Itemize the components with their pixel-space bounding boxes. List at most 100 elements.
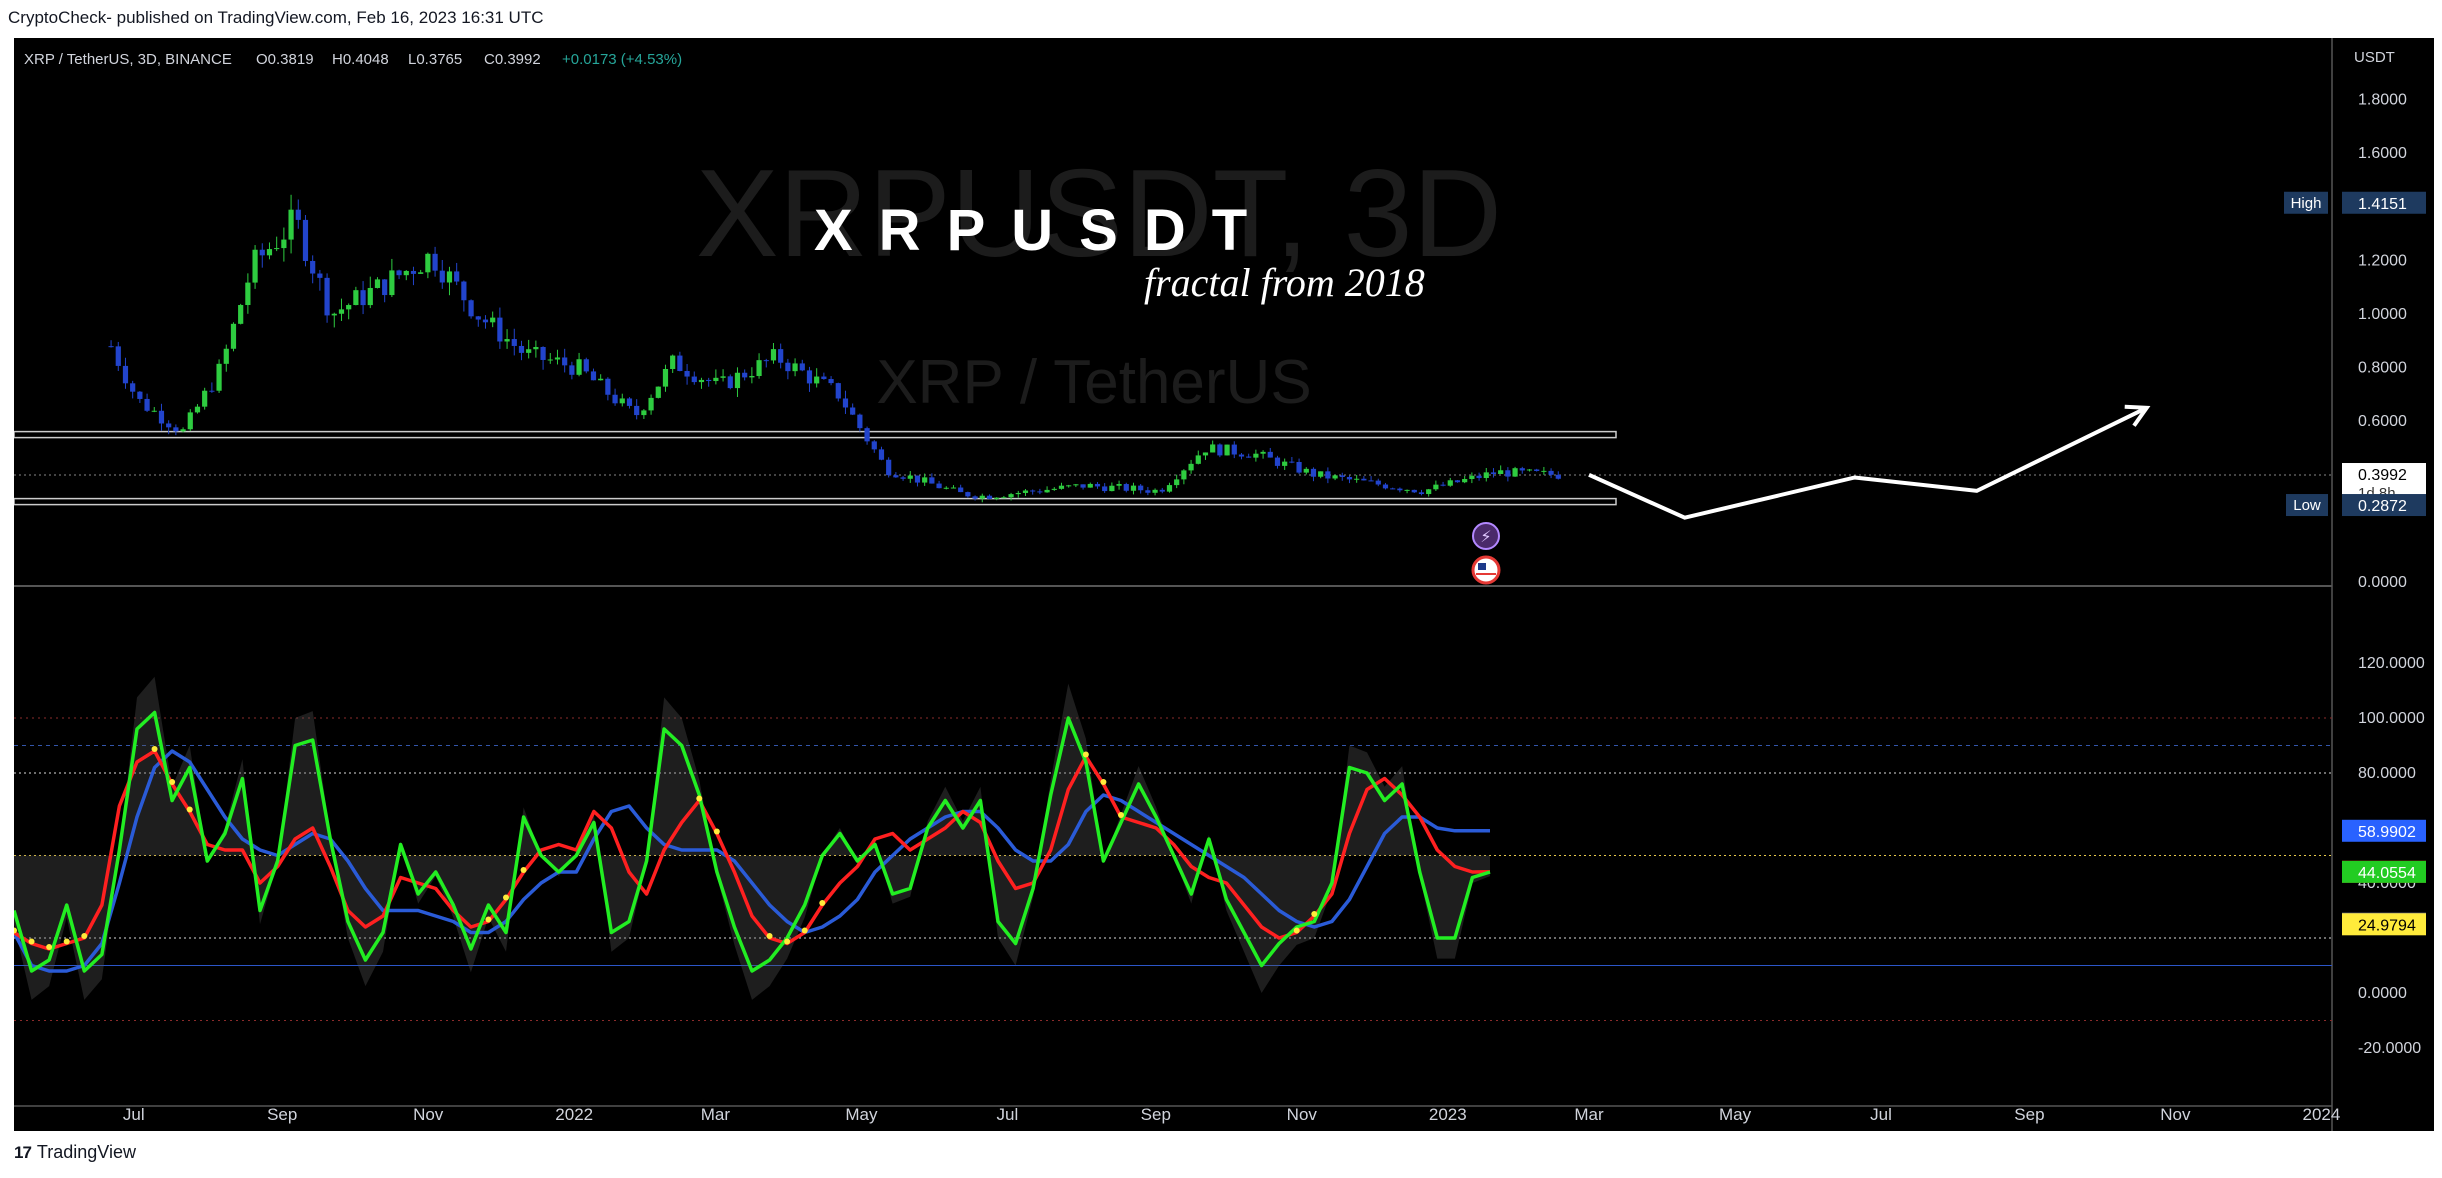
candle-body <box>886 459 892 476</box>
high-value-label: 1.4151 <box>2358 196 2407 213</box>
candle-body <box>598 378 604 381</box>
candle-body <box>720 376 726 378</box>
candle-body <box>1066 485 1072 487</box>
candle-body <box>1102 486 1108 492</box>
osc-value-label: 44.0554 <box>2358 865 2416 882</box>
osc-signal-dot <box>14 927 17 934</box>
candle-body <box>158 410 165 424</box>
candle-body <box>281 239 287 249</box>
candle-body <box>1260 451 1266 454</box>
time-tick-label: Sep <box>267 1105 297 1124</box>
candle-body <box>245 282 251 306</box>
candle-body <box>151 410 157 412</box>
candle-body <box>173 427 179 432</box>
candle-body <box>698 379 705 383</box>
candle-body <box>180 429 186 432</box>
osc-signal-dot <box>766 933 773 939</box>
candle-body <box>482 319 489 323</box>
candle-body <box>713 377 719 382</box>
osc-signal-dot <box>520 867 527 873</box>
candle-body <box>540 347 546 360</box>
price-and-oscillator-chart[interactable]: XRPUSDT, 3D XRP / TetherUS XRPUSDT fract… <box>14 38 2434 1131</box>
osc-series-red[interactable] <box>14 749 1491 951</box>
low-price-label: L0.3765 <box>408 51 462 68</box>
time-tick-label: 2023 <box>1429 1105 1467 1124</box>
time-tick-label: Sep <box>1141 1105 1171 1124</box>
candle-body <box>1339 475 1345 477</box>
brand-label[interactable]: TradingView <box>36 1142 136 1162</box>
lightning-event-icon[interactable] <box>1472 522 1500 550</box>
annotation-title: XRPUSDT <box>814 198 1273 263</box>
candle-body <box>403 270 409 276</box>
tradingview-logo-icon: 17 <box>14 1142 32 1162</box>
candle-body <box>1210 444 1216 453</box>
candle-body <box>958 487 964 493</box>
lightning-glyph-icon: ⚡ <box>1480 527 1491 546</box>
candle-body <box>1346 476 1353 480</box>
candle-body <box>1325 471 1331 479</box>
candle-body <box>770 349 777 361</box>
candle-body <box>338 309 345 314</box>
chart-frame[interactable]: XRPUSDT, 3D XRP / TetherUS XRPUSDT fract… <box>14 38 2434 1131</box>
candle-body <box>670 355 676 369</box>
osc-series-green[interactable] <box>14 710 1491 973</box>
candle-body <box>1498 470 1504 474</box>
candle-body <box>972 496 978 499</box>
candle-body <box>230 323 237 349</box>
candle-body <box>137 391 143 399</box>
candle-body <box>1512 468 1518 477</box>
candle-body <box>274 248 280 250</box>
candle-body <box>979 495 985 499</box>
low-value-badge <box>2342 494 2426 517</box>
time-tick-label: May <box>1719 1105 1752 1124</box>
flag-stripe-icon <box>1476 573 1496 575</box>
time-tick-label: 2024 <box>2302 1105 2340 1124</box>
price-axis-unit: USDT <box>2354 49 2395 66</box>
candle-body <box>821 376 827 380</box>
osc-signal-dot <box>46 944 53 950</box>
candle-body <box>1303 468 1309 473</box>
candle-body <box>1267 451 1273 458</box>
candle-body <box>634 405 640 416</box>
candle-body <box>310 260 316 274</box>
osc-signal-dot <box>1311 911 1318 917</box>
candle-body <box>353 290 359 306</box>
osc-shaded-area <box>14 676 1490 1000</box>
low-badge-label: Low <box>2293 497 2321 514</box>
candle-body <box>778 349 784 363</box>
candle-body <box>965 492 971 497</box>
candle-body <box>1022 490 1029 493</box>
candle-body <box>893 475 899 478</box>
time-tick-label: Nov <box>2160 1105 2191 1124</box>
candle-body <box>1087 483 1093 488</box>
candle-body <box>605 378 611 395</box>
osc-signal-dot <box>801 927 808 934</box>
candle-body <box>410 270 417 274</box>
candle-body <box>1361 478 1367 481</box>
candle-body <box>432 253 438 271</box>
high-badge <box>2284 191 2328 214</box>
price-tick-label: 0.6000 <box>2358 413 2407 430</box>
candle-body <box>1166 485 1173 492</box>
candle-body <box>734 372 741 389</box>
close-price-label: C0.3992 <box>484 51 541 68</box>
price-tick-label: 1.0000 <box>2358 306 2407 323</box>
open-price-label: O0.3819 <box>256 51 314 68</box>
osc-tick-label: -20.0000 <box>2358 1040 2421 1057</box>
projection-path[interactable] <box>1588 406 2148 520</box>
candle-body <box>547 359 553 361</box>
candle-body <box>806 370 813 384</box>
candle-body <box>1368 480 1374 482</box>
osc-signal-dot <box>1293 927 1300 934</box>
candle-body <box>216 363 222 391</box>
time-tick-label: Nov <box>1287 1105 1318 1124</box>
candle-body <box>677 355 683 371</box>
candle-body <box>1519 468 1525 471</box>
candle-body <box>533 347 539 350</box>
candle-body <box>907 475 913 479</box>
support-band-lower[interactable] <box>14 497 1617 506</box>
support-band-upper[interactable] <box>14 430 1617 439</box>
candle-body <box>511 339 517 346</box>
osc-signal-dot <box>81 933 88 939</box>
osc-series-blue[interactable] <box>14 749 1490 973</box>
